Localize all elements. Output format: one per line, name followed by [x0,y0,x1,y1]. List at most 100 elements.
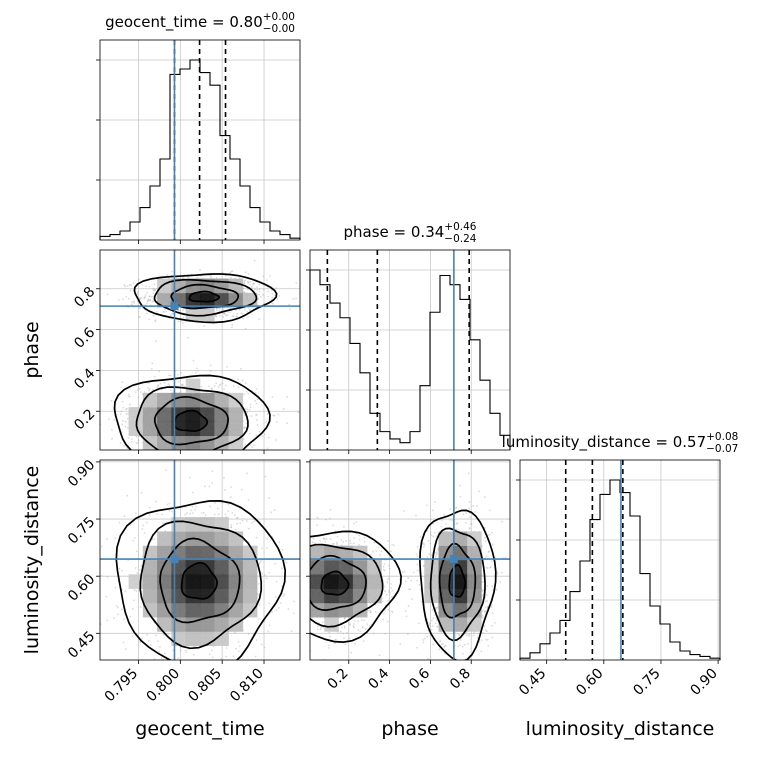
sample-point [275,439,277,441]
sample-point [308,605,310,607]
sample-point [131,301,133,303]
sample-point [268,437,270,439]
sample-point [256,537,258,539]
sample-point [272,293,274,295]
sample-point [186,512,188,514]
sample-point [153,658,155,660]
sample-point [195,470,197,472]
sample-point [290,566,292,568]
sample-point [288,304,290,306]
sample-point [278,295,280,297]
sample-point [329,518,331,520]
sample-point [373,633,375,635]
sample-point [249,409,251,411]
sample-point [399,643,401,645]
density-cell [157,560,172,575]
sample-point [286,422,288,424]
sample-point [303,584,305,586]
sample-point [106,596,108,598]
sample-point [246,391,248,393]
sample-point [169,458,171,460]
sample-point [150,644,152,646]
sample-point [121,471,123,473]
sample-point [332,524,334,526]
sample-point [209,454,211,456]
sample-point [353,625,355,627]
sample-point [305,551,307,553]
sample-point [335,639,337,641]
sample-point [465,522,467,524]
truth-marker [170,555,178,563]
sample-point [215,662,217,664]
sample-point [216,277,218,279]
sample-point [384,590,386,592]
sample-point [227,314,229,316]
sample-point [308,618,310,620]
sample-point [301,546,303,548]
sample-point [189,685,191,687]
sample-point [332,543,334,545]
sample-point [477,632,479,634]
sample-point [450,519,452,521]
sample-point [291,630,293,632]
sample-point [171,511,173,513]
sample-point [217,508,219,510]
sample-point [278,542,280,544]
sample-point [472,505,474,507]
sample-point [430,531,432,533]
sample-point [144,296,146,298]
sample-point [107,576,109,578]
sample-point [291,578,293,580]
sample-point [386,594,388,596]
sample-point [323,538,325,540]
sample-point [186,467,188,469]
sample-point [307,595,309,597]
sample-point [469,501,471,503]
sample-point [372,551,374,553]
sample-point [146,292,148,294]
sample-point [146,303,148,305]
sample-point [251,446,253,448]
sample-point [350,542,352,544]
sample-point [162,470,164,472]
sample-point [156,513,158,515]
sample-point [303,573,305,575]
sample-point [233,476,235,478]
sample-point [356,521,358,523]
sample-point [234,514,236,516]
sample-point [324,541,326,543]
sample-point [319,540,321,542]
sample-point [245,382,247,384]
sample-point [375,550,377,552]
density-cell [171,517,186,532]
sample-point [275,596,277,598]
sample-point [131,304,133,306]
sample-point [268,603,270,605]
sample-point [246,520,248,522]
sample-point [383,566,385,568]
sample-point [277,414,279,416]
sample-point [379,654,381,656]
histogram-phase [310,270,510,450]
density-cell [171,617,186,632]
sample-point [388,565,390,567]
sample-point [295,569,297,571]
sample-point [185,649,187,651]
sample-point [192,482,194,484]
sample-point [209,275,211,277]
sample-point [357,629,359,631]
sample-point [230,524,232,526]
sample-point [141,492,143,494]
sample-point [254,260,256,262]
sample-point [220,658,222,660]
sample-point [154,289,156,291]
sample-point [301,562,303,564]
sample-point [188,453,190,455]
sample-point [124,426,126,428]
sample-point [167,457,169,459]
sample-point [215,315,217,317]
sample-point [145,294,147,296]
sample-point [295,601,297,603]
sample-point [267,413,269,415]
sample-point [113,617,115,619]
